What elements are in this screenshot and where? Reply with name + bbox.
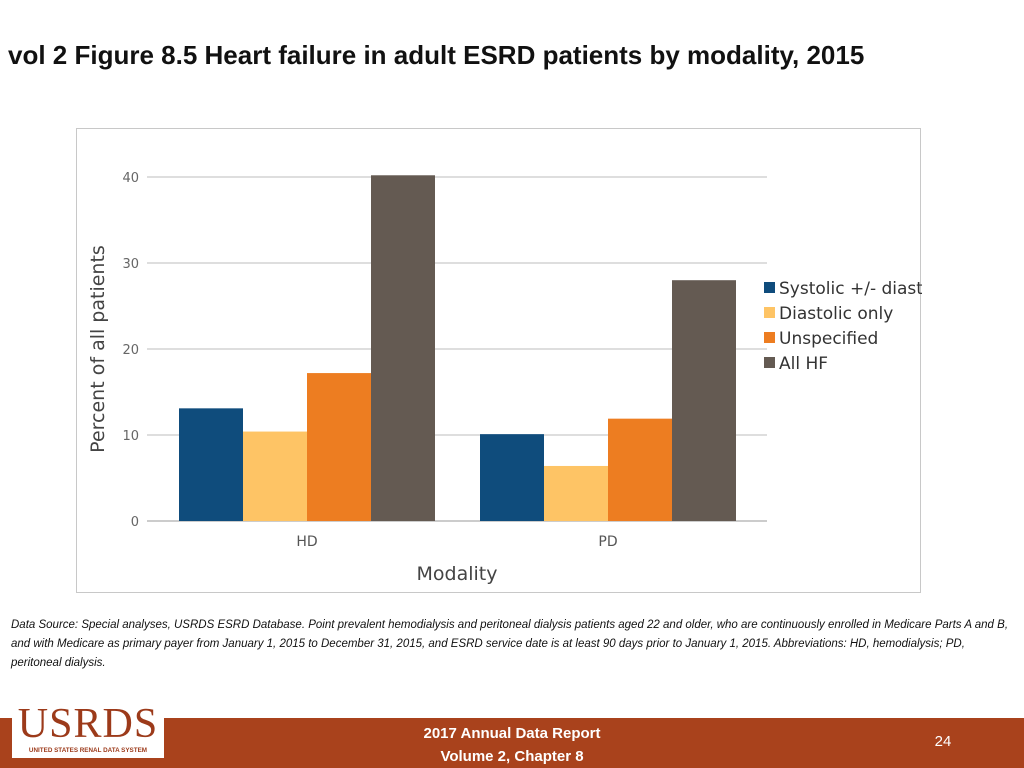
legend-label: All HF [779,354,828,374]
logo-subtitle: UNITED STATES RENAL DATA SYSTEM [28,747,148,754]
bar-diastolic-only-pd [544,465,608,521]
y-tick-label: 30 [122,257,139,272]
slide-title: vol 2 Figure 8.5 Heart failure in adult … [8,40,865,70]
footer-line-1: 2017 Annual Data Report [423,725,601,742]
chart-frame: 0 10 20 30 40 HD PD Modality Percent of all pati… [76,128,922,593]
legend-swatch [764,332,775,343]
bar-systolic-diastolic-pd [480,434,544,521]
bar-diastolic-only-hd [243,431,307,521]
bar-systolic-diastolic-hd [179,408,243,521]
bar-chart: 0 10 20 30 40 HD PD Modality Percent of all pati… [87,171,922,585]
page-number: 24 [934,733,952,750]
y-tick-label: 0 [131,515,139,530]
y-tick-label: 20 [122,343,139,358]
data-source-note: Data Source: Special analyses, USRDS ESR… [11,619,1009,669]
bar-unspecified-hd [307,373,371,521]
legend-swatch [764,282,775,293]
y-tick-label: 40 [122,171,139,186]
footer-report-title: 2017 Annual Data Report Volume 2, Chapte… [362,722,662,768]
legend-label: Diastolic only [779,304,893,324]
legend-label: Unspecified [779,329,878,349]
footer-bar [0,718,1024,768]
footer-line-2: Volume 2, Chapter 8 [440,748,584,765]
legend-swatch [764,357,775,368]
bar-all-hf-hd [371,175,435,521]
x-axis-label: Modality [417,563,498,585]
y-axis-label: Percent of all patients [87,245,109,453]
x-tick-label: PD [598,534,617,550]
bar-unspecified-pd [608,418,672,521]
x-tick-label: HD [296,534,317,550]
logo-wordmark: USRDS [17,701,159,747]
legend-swatch [764,307,775,318]
usrds-logo: USRDS UNITED STATES RENAL DATA SYSTEM [12,701,164,758]
legend-label: Systolic +/- diastolic [779,279,922,299]
bar-all-hf-pd [672,280,736,521]
y-tick-label: 10 [122,429,139,444]
